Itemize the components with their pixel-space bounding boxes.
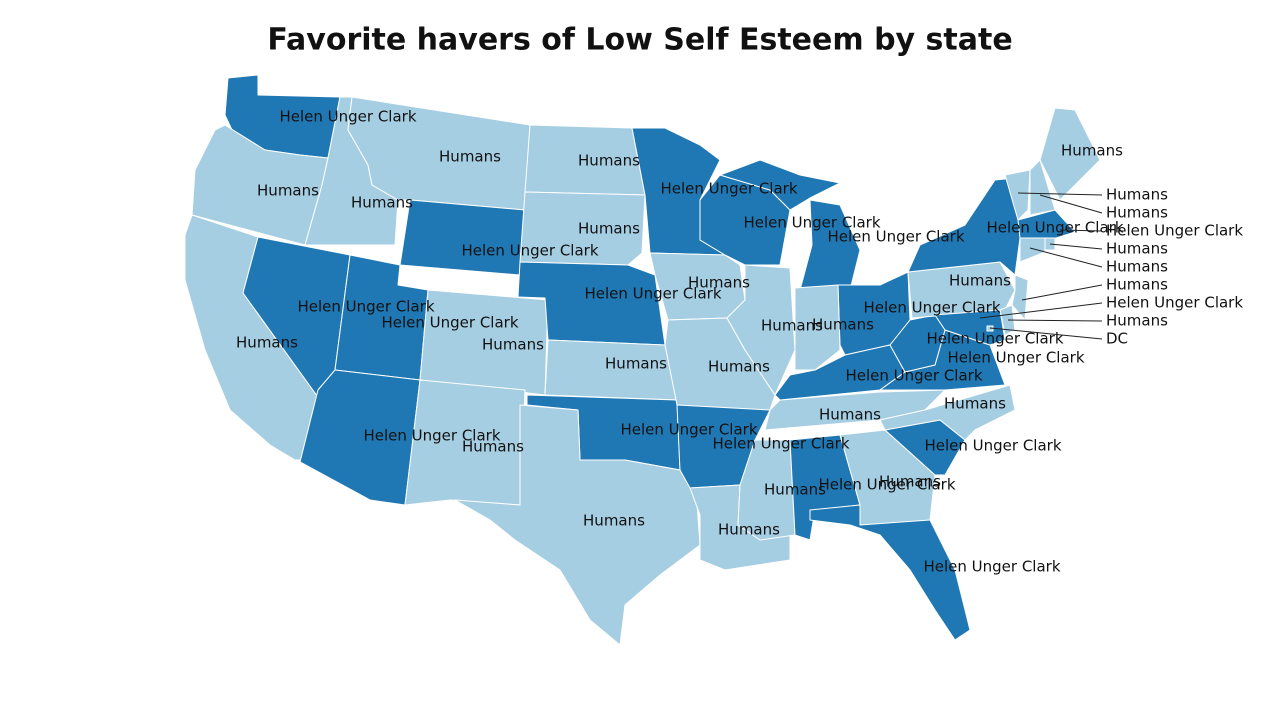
state-label: Humans <box>605 355 667 373</box>
state <box>879 384 1016 441</box>
callout-label: Humans <box>1106 312 1168 330</box>
callout-label: Humans <box>1106 204 1168 222</box>
callout-label: Humans <box>1106 258 1168 276</box>
state <box>454 404 701 646</box>
state-label: Humans <box>351 194 413 212</box>
state <box>1019 237 1046 263</box>
state-label: Humans <box>944 395 1006 413</box>
callout-label: DC <box>1106 330 1128 348</box>
leader-line <box>989 327 1103 340</box>
state-label: Helen Unger Clark <box>827 228 964 246</box>
state <box>399 199 526 276</box>
state-label: Helen Unger Clark <box>986 219 1123 237</box>
state <box>934 309 1006 346</box>
state <box>726 264 796 396</box>
state <box>1017 209 1076 241</box>
state-label: Humans <box>718 521 780 539</box>
callout-label: Humans <box>1106 240 1168 258</box>
state <box>1039 107 1101 201</box>
leader-line <box>1029 247 1103 268</box>
state-label: Humans <box>578 152 640 170</box>
leader-line <box>1021 284 1103 301</box>
state-label: Humans <box>257 182 319 200</box>
callout-label: Helen Unger Clark <box>1106 222 1243 240</box>
state-label: Helen Unger Clark <box>584 285 721 303</box>
state-label: Humans <box>688 274 750 292</box>
state <box>794 284 841 371</box>
state-label: Humans <box>819 406 881 424</box>
state-label: Helen Unger Clark <box>620 421 757 439</box>
callout-label: Humans <box>1106 276 1168 294</box>
state-label: Helen Unger Clark <box>660 180 797 198</box>
state-label: Humans <box>812 316 874 334</box>
state-label: Helen Unger Clark <box>461 242 598 260</box>
state <box>1011 274 1029 321</box>
state-label: Humans <box>439 148 501 166</box>
state-label: Humans <box>761 317 823 335</box>
callout-label: Humans <box>1106 186 1168 204</box>
state-label: Helen Unger Clark <box>381 314 518 332</box>
leader-line <box>1049 243 1103 250</box>
state-label: Humans <box>1061 142 1123 160</box>
state-label: Humans <box>236 334 298 352</box>
state-label: Helen Unger Clark <box>926 330 1063 348</box>
state-label: Helen Unger Clark <box>363 427 500 445</box>
states <box>184 74 1101 646</box>
state-label: Humans <box>462 438 524 456</box>
state-label: Helen Unger Clark <box>279 108 416 126</box>
state-label: Humans <box>764 481 826 499</box>
state-label: Helen Unger Clark <box>845 367 982 385</box>
callout-label: Helen Unger Clark <box>1106 294 1243 312</box>
state-label: Humans <box>879 473 941 491</box>
leader-line <box>1059 229 1103 232</box>
state-label: Humans <box>578 220 640 238</box>
state-label: Helen Unger Clark <box>924 437 1061 455</box>
state-label: Humans <box>708 358 770 376</box>
labels: Helen Unger ClarkHumansHumansHumansHelen… <box>236 108 1243 576</box>
leader-line <box>1007 319 1103 322</box>
state-label: Helen Unger Clark <box>743 214 880 232</box>
state <box>519 191 646 266</box>
state-label: Helen Unger Clark <box>818 476 955 494</box>
state <box>1004 169 1031 221</box>
state-label: Humans <box>482 336 544 354</box>
leader-line <box>1017 192 1103 196</box>
state-label: Helen Unger Clark <box>923 558 1060 576</box>
leader-line <box>979 302 1103 319</box>
state-label: Helen Unger Clark <box>297 298 434 316</box>
state-label: Humans <box>949 272 1011 290</box>
leader-line <box>1039 194 1103 214</box>
state-label: Helen Unger Clark <box>863 299 1000 317</box>
state-label: Helen Unger Clark <box>947 349 1084 367</box>
state-label: Helen Unger Clark <box>712 435 849 453</box>
map-title: Favorite havers of Low Self Esteem by st… <box>267 23 1012 58</box>
state-label: Humans <box>583 512 645 530</box>
